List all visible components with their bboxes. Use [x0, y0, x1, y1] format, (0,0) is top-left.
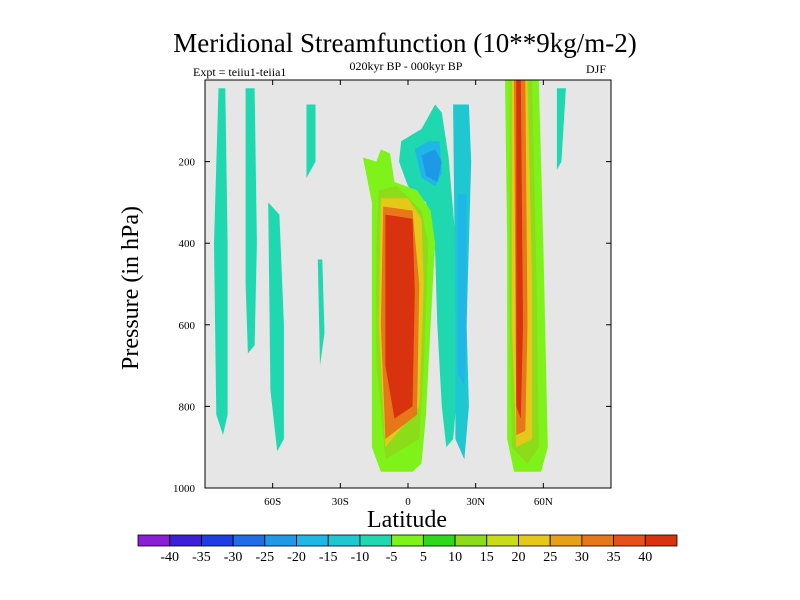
colorbar-label: -35: [192, 550, 211, 565]
colorbar-label: 20: [512, 550, 526, 565]
contour-fill-layer: [214, 80, 566, 472]
x-tick-label: 60N: [534, 496, 553, 508]
colorbar-swatch: [201, 534, 234, 547]
y-tick-label: 800: [179, 401, 196, 413]
chart-subtitle: 020kyr BP - 000kyr BP: [349, 59, 463, 73]
negative-streak-south-4: [317, 259, 325, 366]
y-tick-label: 1000: [173, 483, 196, 495]
chart-title: Meridional Streamfunction (10**9kg/m-2): [173, 28, 637, 58]
colorbar-label: 40: [638, 550, 652, 565]
colorbar-label: 30: [575, 550, 589, 565]
x-tick-label: 0: [405, 496, 411, 508]
colorbar-swatch: [613, 534, 646, 547]
colorbar-swatch: [169, 534, 202, 547]
colorbar-label: -40: [160, 550, 179, 565]
colorbar-swatch: [581, 534, 614, 547]
colorbar-label: -5: [386, 550, 398, 565]
season-label: DJF: [586, 62, 607, 76]
negative-region-southern-core: [457, 194, 467, 386]
experiment-label: Expt = teiiu1-teiia1: [193, 65, 287, 79]
y-axis-title: Pressure (in hPa): [118, 206, 144, 370]
plot-area: 60S 30S 0 30N 60N 200 400 600 800 1000: [173, 79, 612, 508]
colorbar-swatch: [296, 534, 329, 547]
negative-region-upper-core: [421, 149, 442, 182]
colorbar-swatch: [486, 534, 519, 547]
colorbar-label: -30: [224, 550, 243, 565]
x-tick-label: 30N: [466, 496, 485, 508]
colorbar: -40 -35 -30 -25 -20 -15 -10 -5 5 10 15 20 25 30 35 40: [137, 534, 678, 565]
colorbar-label: 10: [448, 550, 462, 565]
positive-core-mid-40: [516, 80, 523, 419]
colorbar-swatch: [422, 534, 456, 547]
colorbar-swatch: [137, 534, 171, 547]
colorbar-swatch: [391, 534, 424, 547]
x-tick-label: 60S: [264, 496, 281, 508]
negative-streak-south-3: [306, 104, 316, 178]
colorbar-swatch: [264, 534, 297, 547]
positive-core-40: [385, 214, 415, 419]
x-axis-title: Latitude: [367, 507, 447, 533]
colorbar-swatch: [454, 534, 488, 547]
colorbar-label: 35: [607, 550, 621, 565]
x-axis: 60S 30S 0 30N 60N: [264, 80, 553, 508]
colorbar-swatch: [518, 534, 551, 547]
colorbar-label: 25: [543, 550, 557, 565]
y-tick-label: 600: [179, 320, 196, 332]
colorbar-swatch: [644, 534, 678, 547]
colorbar-swatch: [359, 534, 393, 547]
colorbar-swatch: [232, 534, 266, 547]
colorbar-label: 5: [420, 550, 427, 565]
negative-streak-far-south: [214, 88, 228, 435]
colorbar-label: -15: [319, 550, 338, 565]
y-tick-label: 400: [179, 238, 196, 250]
y-axis: 200 400 600 800 1000: [173, 157, 611, 495]
x-tick-label: 30S: [332, 496, 349, 508]
colorbar-label: -20: [287, 550, 306, 565]
negative-streak-north: [556, 88, 566, 170]
colorbar-label: 15: [480, 550, 494, 565]
colorbar-label: -25: [255, 550, 274, 565]
y-tick-label: 200: [179, 157, 196, 169]
colorbar-swatch: [549, 534, 583, 547]
colorbar-swatch: [327, 534, 361, 547]
colorbar-label: -10: [351, 550, 370, 565]
negative-streak-south-1: [245, 88, 257, 354]
negative-streak-south-2: [268, 202, 284, 452]
